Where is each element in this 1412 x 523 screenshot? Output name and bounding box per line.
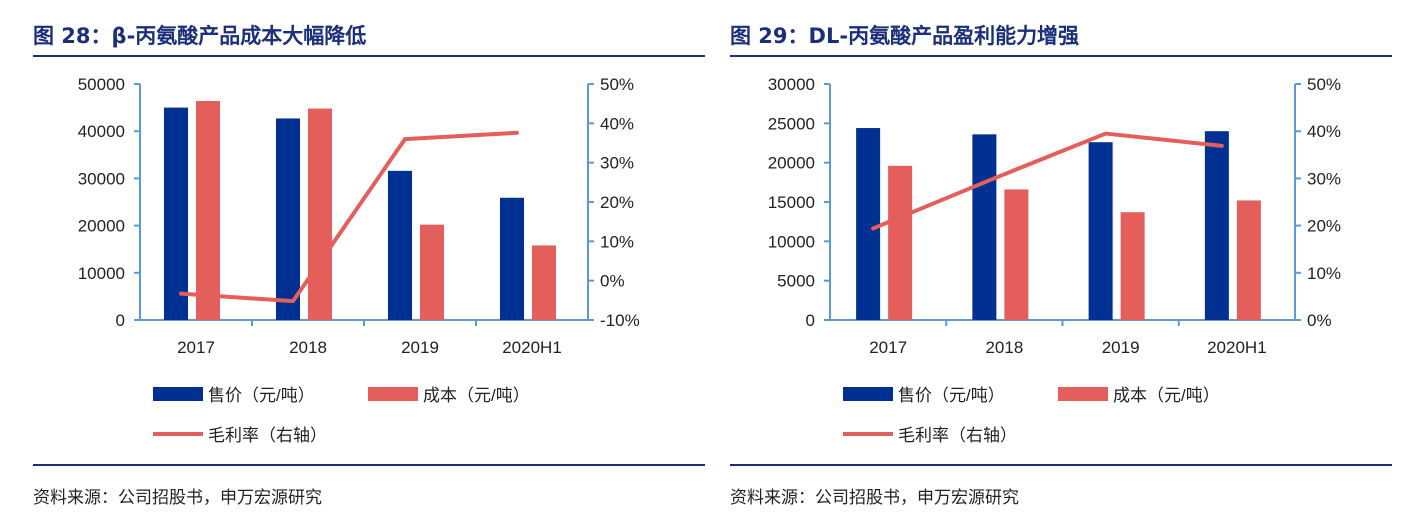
right-tick-label: 40% — [1307, 122, 1341, 141]
chart-panel-28: 图 28：β-丙氨酸产品成本大幅降低 0 10000 20000 30000 40000… — [33, 0, 705, 523]
chart-29: 0 5000 10000 15000 20000 25000 30000 0% 10% 20% 30… — [768, 75, 1341, 445]
bar-price — [276, 118, 300, 321]
legend-label-price: 售价（元/吨） — [208, 386, 315, 405]
legend-swatch-cost — [1058, 387, 1108, 401]
right-tick-label: 40% — [600, 114, 634, 133]
bar-cost — [888, 165, 913, 320]
right-tick-label: 10% — [1307, 264, 1341, 283]
bar-price — [500, 197, 524, 320]
bar-cost — [532, 245, 556, 320]
bar-cost — [1236, 200, 1261, 320]
legend-label-cost: 成本（元/吨） — [423, 386, 530, 405]
x-tick-label: 2018 — [289, 338, 327, 357]
chart-title: 图 28：β-丙氨酸产品成本大幅降低 — [33, 24, 367, 48]
x-tick-label: 2019 — [401, 338, 439, 357]
chart-title: 图 29：DL-丙氨酸产品盈利能力增强 — [730, 24, 1080, 48]
legend-label-price: 售价（元/吨） — [898, 386, 1005, 405]
legend-swatch-price — [843, 387, 893, 401]
margin-line — [871, 131, 1224, 231]
bar-price — [972, 134, 997, 320]
legend-label-cost: 成本（元/吨） — [1113, 386, 1220, 405]
x-tick-label: 2020H1 — [1207, 338, 1267, 357]
right-tick-label: 50% — [1307, 75, 1341, 94]
left-tick-label: 5000 — [777, 272, 815, 291]
source-note: 资料来源：公司招股书，申万宏源研究 — [730, 488, 1019, 508]
right-tick-label: 30% — [1307, 169, 1341, 188]
x-tick-label: 2017 — [177, 338, 215, 357]
divider — [33, 55, 705, 57]
x-tick-label: 2018 — [985, 338, 1023, 357]
left-tick-label: 15000 — [768, 193, 815, 212]
right-tick-label: 20% — [600, 193, 634, 212]
left-tick-label: 50000 — [78, 75, 125, 94]
left-tick-label: 10000 — [768, 232, 815, 251]
bar-price — [856, 128, 881, 320]
x-tick-label: 2017 — [869, 338, 907, 357]
left-tick-label: 30000 — [78, 169, 125, 188]
divider — [730, 55, 1392, 57]
right-tick-label: 20% — [1307, 217, 1341, 236]
left-tick-label: 25000 — [768, 114, 815, 133]
bar-cost — [196, 100, 220, 320]
bar-price — [388, 170, 412, 320]
margin-line — [179, 130, 519, 304]
right-tick-label: 50% — [600, 75, 634, 94]
x-tick-label: 2019 — [1102, 338, 1140, 357]
divider — [730, 464, 1392, 466]
bar-price — [1204, 131, 1229, 320]
left-tick-label: 0 — [806, 311, 815, 330]
left-tick-label: 0 — [116, 311, 125, 330]
right-tick-label: -10% — [600, 311, 640, 330]
left-tick-label: 30000 — [768, 75, 815, 94]
legend-swatch-price — [153, 387, 203, 401]
bar-cost — [1120, 212, 1145, 320]
legend-swatch-cost — [368, 387, 418, 401]
left-tick-label: 20000 — [78, 217, 125, 236]
source-note: 资料来源：公司招股书，申万宏源研究 — [33, 488, 322, 508]
legend-label-margin: 毛利率（右轴） — [208, 426, 327, 445]
bar-cost — [308, 108, 332, 320]
x-tick-label: 2020H1 — [502, 338, 562, 357]
bar-cost — [420, 224, 444, 320]
chart-28: 0 10000 20000 30000 40000 50000 -10% 0% 10% 20% 30… — [78, 75, 640, 445]
right-tick-label: 30% — [600, 154, 634, 173]
legend-label-margin: 毛利率（右轴） — [898, 426, 1017, 445]
left-tick-label: 20000 — [768, 154, 815, 173]
chart-panel-29: 图 29：DL-丙氨酸产品盈利能力增强 0 5000 10000 15000 20000… — [730, 0, 1392, 523]
right-tick-label: 0% — [600, 272, 625, 291]
bar-cost — [1004, 189, 1029, 320]
left-tick-label: 10000 — [78, 264, 125, 283]
left-tick-label: 40000 — [78, 122, 125, 141]
right-tick-label: 0% — [1307, 311, 1332, 330]
bar-price — [164, 107, 188, 320]
divider — [33, 464, 705, 466]
right-tick-label: 10% — [600, 232, 634, 251]
bar-price — [1088, 142, 1113, 320]
